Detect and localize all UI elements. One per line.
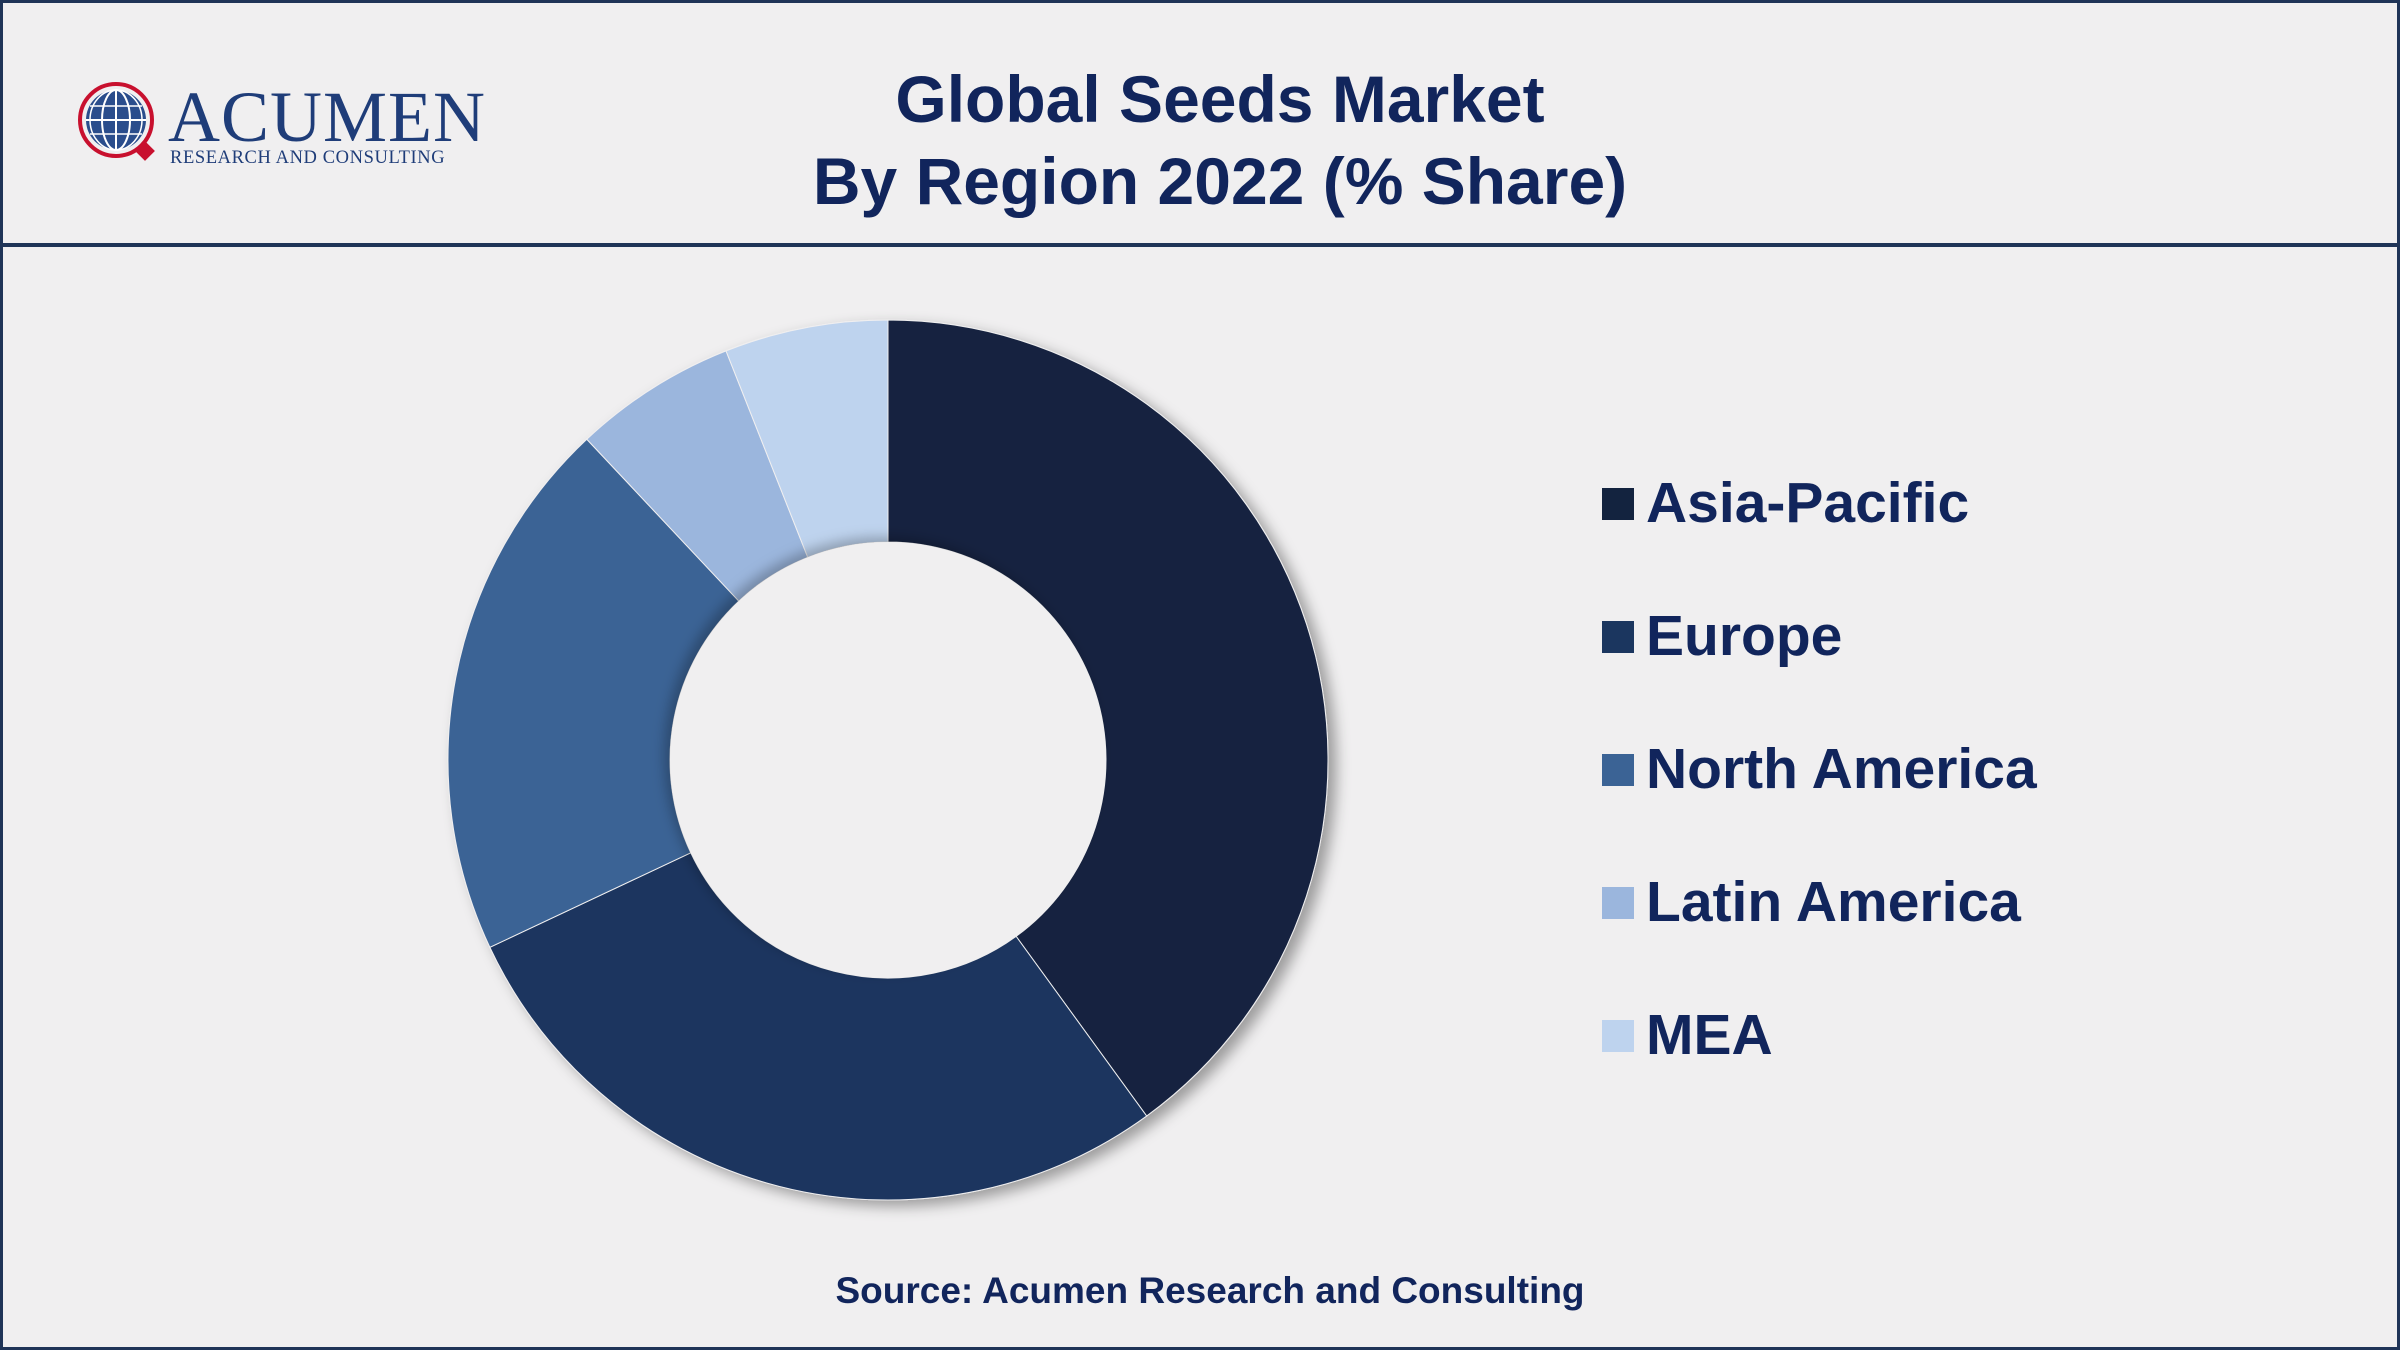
legend-label: Europe (1646, 604, 1843, 668)
chart-title-line-2: By Region 2022 (% Share) (812, 144, 1628, 218)
donut-slices (447, 319, 1329, 1201)
logo-name: ACUMEN (168, 77, 487, 157)
logo-tagline: RESEARCH AND CONSULTING (170, 148, 446, 168)
donut-hole (670, 542, 1106, 978)
legend-label: Latin America (1646, 870, 2021, 934)
legend-swatch (1602, 887, 1634, 919)
legend-swatch (1602, 754, 1634, 786)
chart-title-line-1: Global Seeds Market (895, 62, 1545, 136)
legend-swatch (1602, 1020, 1634, 1052)
legend-swatch (1602, 621, 1634, 653)
globe-icon (78, 82, 155, 161)
source-note: Source: Acumen Research and Consulting (835, 1270, 1585, 1311)
chart-title: Global Seeds Market By Region 2022 (% Sh… (620, 58, 1820, 222)
header-bar: ACUMEN RESEARCH AND CONSULTING Global Se… (0, 0, 2400, 247)
legend-label: North America (1646, 737, 2037, 801)
legend-label: MEA (1646, 1003, 1773, 1067)
legend-label: Asia-Pacific (1646, 471, 1970, 535)
legend-swatch (1602, 488, 1634, 520)
acumen-logo: ACUMEN RESEARCH AND CONSULTING (74, 74, 485, 174)
